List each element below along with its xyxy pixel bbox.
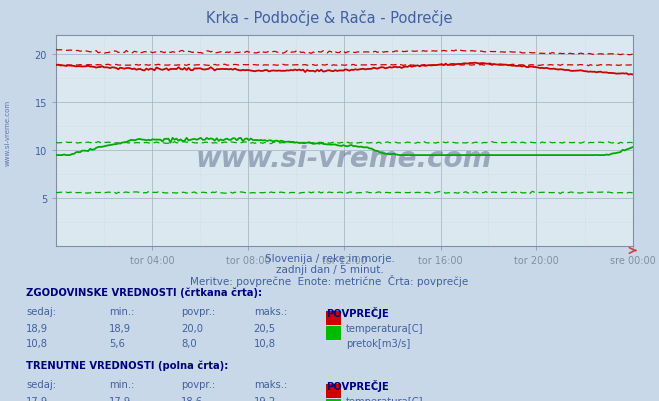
Text: 20,5: 20,5 — [254, 323, 276, 333]
Text: Meritve: povprečne  Enote: metrične  Črta: povprečje: Meritve: povprečne Enote: metrične Črta:… — [190, 274, 469, 286]
Text: sedaj:: sedaj: — [26, 306, 57, 316]
Text: maks.:: maks.: — [254, 306, 287, 316]
Text: 18,9: 18,9 — [26, 323, 49, 333]
Text: min.:: min.: — [109, 306, 134, 316]
Text: temperatura[C]: temperatura[C] — [346, 323, 424, 333]
Text: 10,8: 10,8 — [254, 338, 275, 348]
Text: ZGODOVINSKE VREDNOSTI (črtkana črta):: ZGODOVINSKE VREDNOSTI (črtkana črta): — [26, 287, 262, 297]
Text: 17,9: 17,9 — [109, 396, 131, 401]
Text: Krka - Podbočje & Rača - Podrečje: Krka - Podbočje & Rača - Podrečje — [206, 10, 453, 26]
Text: www.si-vreme.com: www.si-vreme.com — [5, 99, 11, 165]
Text: Slovenija / reke in morje.: Slovenija / reke in morje. — [264, 253, 395, 263]
Text: TRENUTNE VREDNOSTI (polna črta):: TRENUTNE VREDNOSTI (polna črta): — [26, 360, 229, 371]
Text: pretok[m3/s]: pretok[m3/s] — [346, 338, 410, 348]
Text: min.:: min.: — [109, 379, 134, 389]
Text: 18,9: 18,9 — [109, 323, 131, 333]
Text: temperatura[C]: temperatura[C] — [346, 396, 424, 401]
Text: zadnji dan / 5 minut.: zadnji dan / 5 minut. — [275, 264, 384, 274]
Text: 5,6: 5,6 — [109, 338, 125, 348]
Text: povpr.:: povpr.: — [181, 379, 215, 389]
Text: 19,2: 19,2 — [254, 396, 276, 401]
Text: 8,0: 8,0 — [181, 338, 197, 348]
Text: 18,6: 18,6 — [181, 396, 204, 401]
Text: www.si-vreme.com: www.si-vreme.com — [196, 144, 492, 172]
Text: sedaj:: sedaj: — [26, 379, 57, 389]
Text: 10,8: 10,8 — [26, 338, 48, 348]
Text: povpr.:: povpr.: — [181, 306, 215, 316]
Text: 17,9: 17,9 — [26, 396, 49, 401]
Text: 20,0: 20,0 — [181, 323, 203, 333]
Text: maks.:: maks.: — [254, 379, 287, 389]
Text: POVPREČJE: POVPREČJE — [326, 306, 389, 318]
Text: POVPREČJE: POVPREČJE — [326, 379, 389, 391]
